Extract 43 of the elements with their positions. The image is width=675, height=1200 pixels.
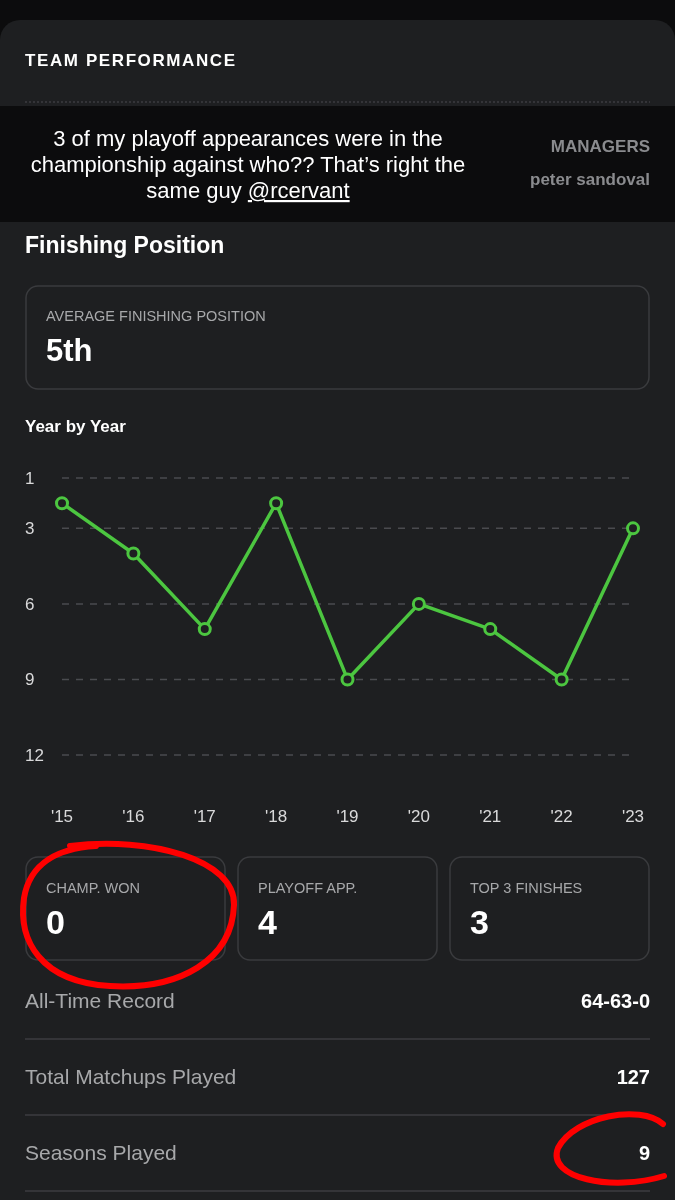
y-tick-label: 9 bbox=[25, 670, 35, 690]
point bbox=[626, 521, 640, 536]
point bbox=[483, 622, 498, 637]
category-label: TOP 3 FINISHES bbox=[470, 880, 583, 896]
x-tick-label: '15 bbox=[50, 807, 74, 826]
text: TEAM PERFORMANCE bbox=[25, 51, 237, 70]
text: 127 bbox=[616, 1066, 650, 1088]
point bbox=[126, 546, 141, 561]
point bbox=[411, 596, 426, 611]
x-tick-label: '18 bbox=[265, 807, 288, 826]
chart-subtitle: Year by Year bbox=[25, 417, 127, 436]
y-tick-label: 12 bbox=[25, 746, 44, 765]
x-tick-label: '23 bbox=[621, 807, 645, 826]
x-tick-label: '20 bbox=[407, 807, 430, 826]
category-label: CHAMP. WON bbox=[46, 880, 140, 896]
text: All-Time Record bbox=[25, 989, 175, 1012]
point bbox=[197, 622, 212, 637]
x-tick-label: '17 bbox=[193, 807, 216, 826]
data-label: 0 bbox=[46, 903, 65, 941]
text: peter sandoval bbox=[530, 170, 650, 189]
data-label: 4 bbox=[258, 903, 277, 941]
point bbox=[55, 496, 69, 511]
text: AVERAGE FINISHING POSITION bbox=[46, 308, 266, 324]
point bbox=[554, 672, 569, 687]
text: 3 of my playoff appearances were in the championship against who?? That’s right the same guy @rcervant bbox=[30, 126, 466, 203]
text: 9 bbox=[638, 1142, 650, 1164]
text: MANAGERS bbox=[550, 137, 650, 156]
text: Seasons Played bbox=[25, 1141, 177, 1164]
point bbox=[340, 672, 355, 687]
data-label: 3 bbox=[470, 903, 489, 941]
x-tick-label: '21 bbox=[479, 807, 502, 826]
text: Total Matchups Played bbox=[25, 1065, 237, 1088]
x-tick-label: '16 bbox=[122, 807, 145, 826]
y-tick-label: 3 bbox=[25, 519, 35, 539]
chart-title: Finishing Position bbox=[25, 232, 225, 258]
text: 64-63-0 bbox=[581, 990, 650, 1012]
y-tick-label: 6 bbox=[25, 594, 35, 614]
point bbox=[269, 496, 284, 511]
y-tick-label: 1 bbox=[25, 469, 35, 488]
x-tick-label: '19 bbox=[336, 807, 359, 826]
text: 5th bbox=[46, 333, 93, 368]
category-label: PLAYOFF APP. bbox=[258, 880, 358, 896]
x-tick-label: '22 bbox=[550, 807, 573, 826]
